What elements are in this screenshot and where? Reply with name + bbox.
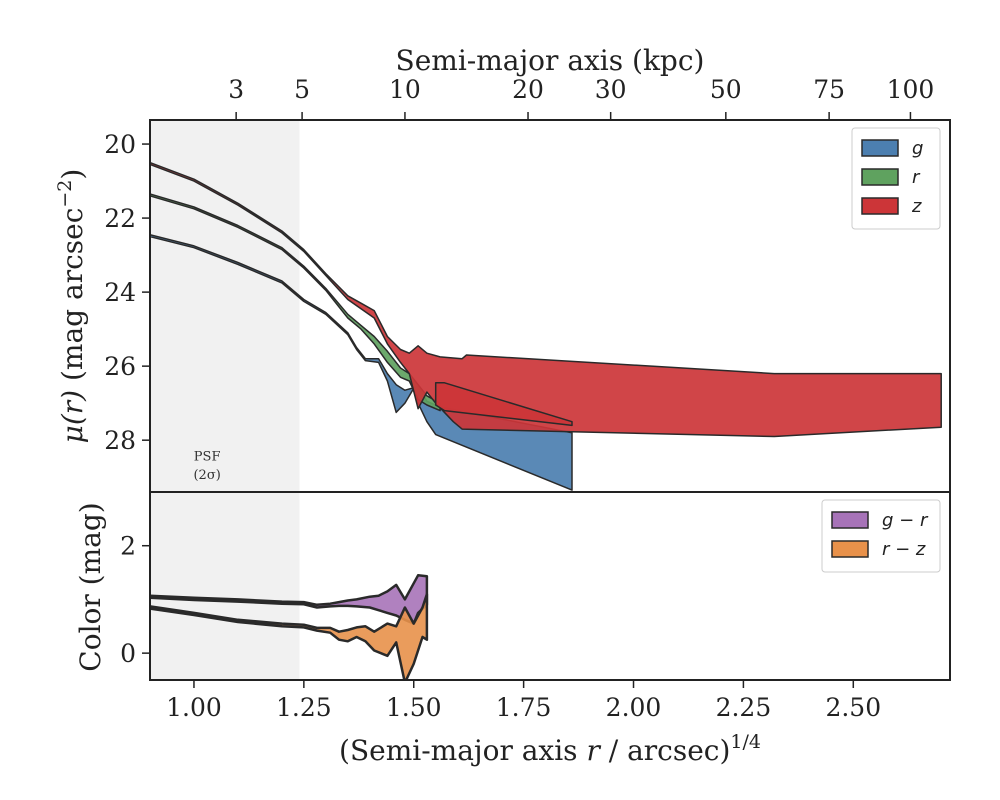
sb-y-tick-label: 28: [104, 426, 136, 455]
color-legend: g − r r − z: [821, 499, 941, 573]
top-x-tick-label: 30: [595, 75, 627, 104]
band-r: [150, 193, 441, 412]
top-x-axis-title: Semi-major axis (kpc): [396, 44, 705, 77]
legend-swatch: [861, 139, 899, 157]
sb-legend: grz: [851, 127, 941, 230]
color-bands: [150, 574, 429, 680]
top-x-tick-label: 10: [389, 75, 421, 104]
bottom-x-tick-label: 2.00: [606, 693, 662, 722]
sb-y-tick-label: 24: [104, 278, 136, 307]
color-y-axis-title: Color (mag): [74, 502, 107, 671]
top-x-tick-label: 3: [228, 75, 244, 104]
legend-label: r − z: [882, 539, 926, 560]
top-x-tick-label: 50: [710, 75, 742, 104]
color-y-axis: 02: [120, 532, 150, 668]
bottom-xlabel-exponent: 1/4: [730, 731, 761, 753]
band-extra-3: [434, 382, 573, 427]
legend-label: r: [912, 167, 921, 188]
bottom-x-tick-label: 1.00: [166, 693, 222, 722]
bottom-xlabel-unit: / arcsec): [600, 734, 731, 767]
color-y-tick-label: 2: [120, 532, 136, 561]
bottom-xlabel-text: (Semi-major axis: [339, 734, 586, 767]
legend-label: z: [911, 196, 922, 217]
legend-label: g − r: [882, 510, 929, 531]
legend-swatch: [831, 540, 869, 558]
sb-bands: [150, 161, 942, 491]
sb-y-tick-label: 20: [104, 130, 136, 159]
top-x-tick-label: 100: [887, 75, 935, 104]
bottom-x-tick-label: 1.50: [386, 693, 442, 722]
bottom-xlabel-r: r: [586, 734, 601, 767]
top-x-tick-label: 20: [512, 75, 544, 104]
sb-ylabel-close: ): [56, 169, 89, 180]
sb-y-tick-label: 22: [104, 204, 136, 233]
color-band-1: [150, 592, 429, 680]
sb-y-axis: 20 22 24 26 28: [104, 130, 150, 455]
psf-label-line2: (2σ): [193, 468, 220, 483]
sb-ylabel-unit: (mag arcsec: [56, 208, 89, 390]
legend-swatch: [861, 168, 899, 186]
sb-ylabel-symbol: μ(r): [56, 390, 89, 443]
top-x-tick-label: 75: [813, 75, 845, 104]
psf-shade-top: [150, 120, 300, 492]
top-x-axis: 3 5 10 20 30 50 75 100: [228, 75, 934, 120]
band-z: [150, 161, 942, 438]
legend-swatch: [831, 511, 869, 529]
sb-y-axis-title: μ(r) (mag arcsec−2): [54, 169, 89, 444]
bottom-x-tick-label: 1.25: [276, 693, 332, 722]
color-panel-frame: [149, 491, 951, 681]
legend-swatch: [861, 197, 899, 215]
bottom-x-tick-label: 2.50: [825, 693, 881, 722]
top-x-tick-label: 5: [294, 75, 310, 104]
bottom-x-tick-label: 2.25: [716, 693, 772, 722]
bottom-x-tick-label: 1.75: [496, 693, 552, 722]
sb-ylabel-exponent: −2: [54, 180, 76, 208]
sb-y-tick-label: 26: [104, 352, 136, 381]
psf-shade-bottom: [150, 492, 300, 680]
legend-label: g: [912, 138, 923, 159]
bottom-x-axis: 1.00 1.25 1.50 1.75 2.00 2.25 2.50: [166, 680, 881, 722]
bottom-x-axis-title: (Semi-major axis r / arcsec)1/4: [339, 731, 761, 767]
color-y-tick-label: 0: [120, 639, 136, 668]
psf-label-line1: PSF: [194, 450, 221, 465]
